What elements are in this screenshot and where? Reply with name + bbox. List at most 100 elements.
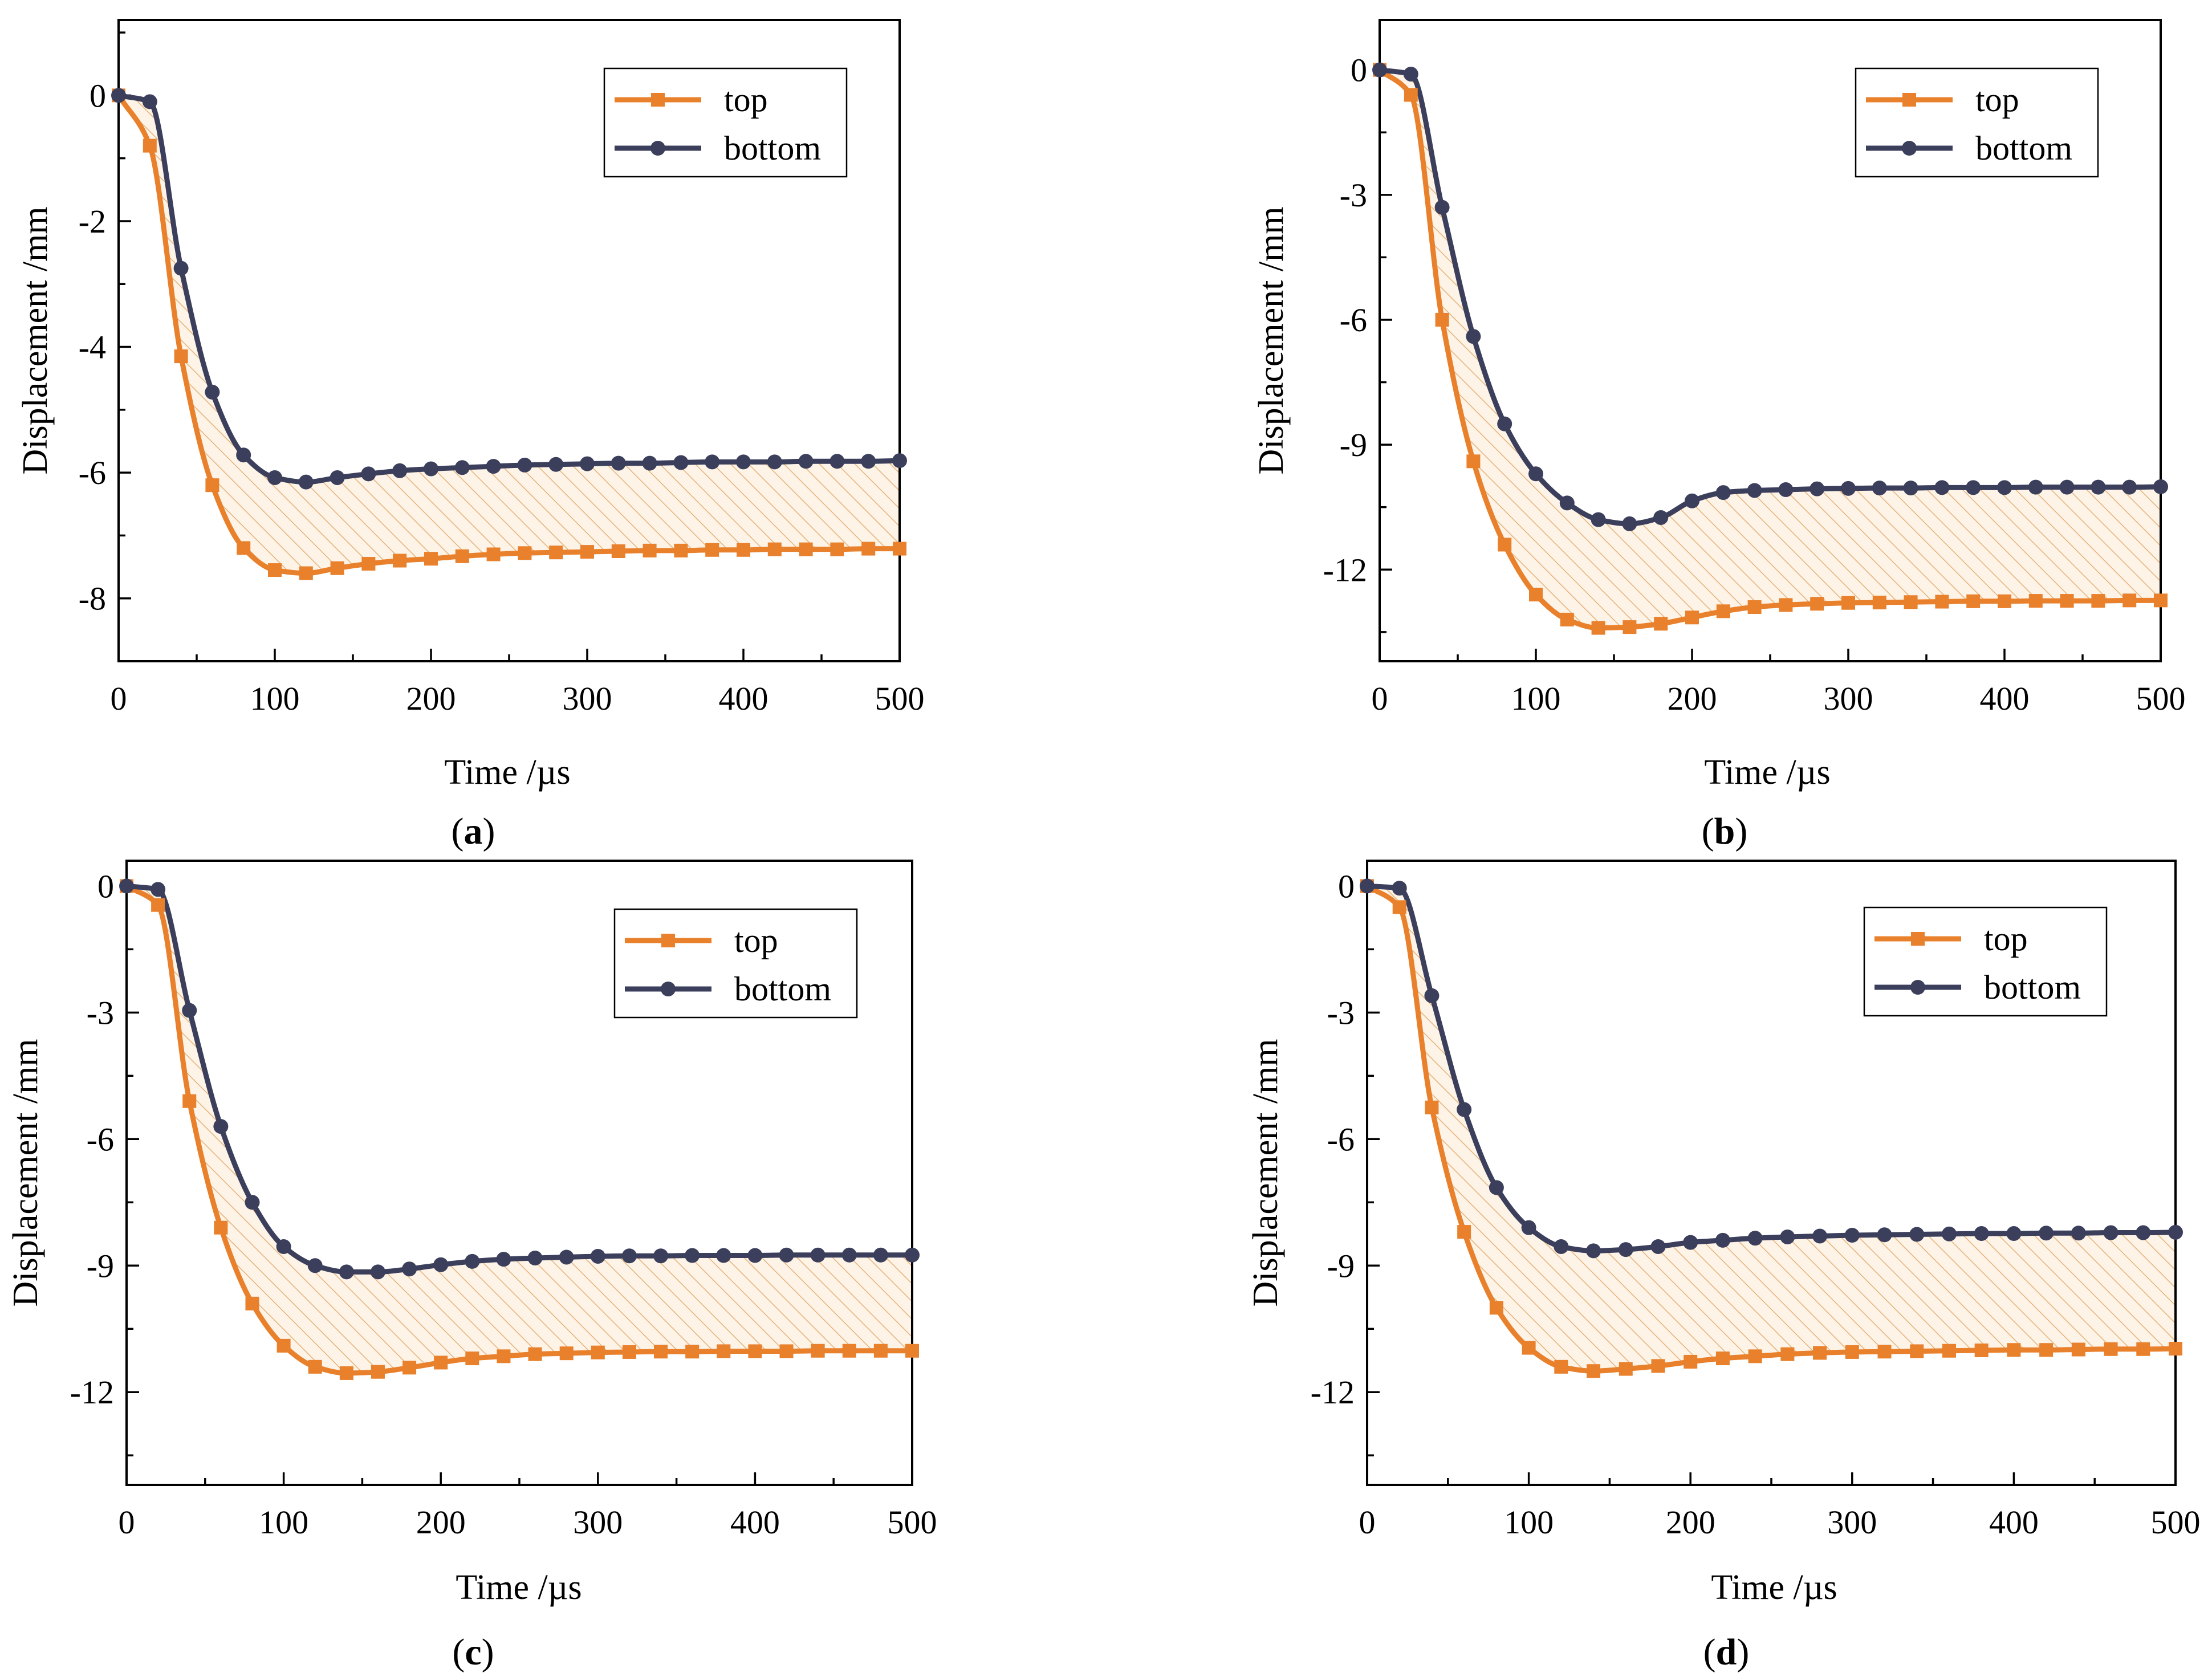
data-point-bottom <box>1747 483 1762 498</box>
legend-label-top: top <box>1984 920 2028 958</box>
data-point-bottom <box>1392 881 1407 896</box>
data-point-bottom <box>810 1247 826 1263</box>
data-point-bottom <box>1934 480 1950 495</box>
data-point-top <box>214 1220 228 1235</box>
x-tick-label: 500 <box>875 680 925 717</box>
data-point-bottom <box>173 260 189 276</box>
data-point-top <box>1747 600 1762 614</box>
data-point-bottom <box>905 1247 920 1263</box>
data-point-bottom <box>2028 479 2043 495</box>
data-point-bottom <box>611 455 626 471</box>
data-point-top <box>455 549 469 563</box>
data-point-top <box>2007 1343 2021 1357</box>
data-point-bottom <box>267 470 282 485</box>
caption-letter: c <box>465 1631 481 1673</box>
data-point-top <box>205 478 219 492</box>
data-point-top <box>737 543 750 557</box>
data-point-bottom <box>465 1253 480 1269</box>
data-point-bottom <box>119 878 134 894</box>
caption-close: ) <box>482 1631 494 1673</box>
data-point-bottom <box>841 1247 857 1263</box>
hatched-region <box>119 95 900 573</box>
x-tick-label: 500 <box>2136 680 2186 717</box>
data-point-top <box>2122 593 2137 608</box>
data-point-top <box>1845 1345 1859 1359</box>
caption-letter: d <box>1716 1631 1737 1673</box>
y-tick-label: 0 <box>90 77 106 114</box>
x-tick-label: 200 <box>416 1504 466 1541</box>
legend-label-bottom: bottom <box>724 129 821 167</box>
data-point-top <box>2071 1342 2085 1357</box>
data-point-bottom <box>392 463 408 478</box>
data-point-bottom <box>559 1249 574 1265</box>
data-point-top <box>1554 1359 1568 1374</box>
data-point-bottom <box>2059 479 2075 495</box>
y-tick-label: -2 <box>79 203 106 240</box>
panel-caption: (b) <box>1702 811 1748 852</box>
y-tick-label: 0 <box>1351 52 1367 89</box>
data-point-bottom <box>1591 512 1606 527</box>
data-point-top <box>2039 1343 2054 1357</box>
data-point-bottom <box>307 1258 323 1273</box>
data-point-bottom <box>213 1119 229 1134</box>
x-tick-label: 0 <box>1372 680 1388 717</box>
data-point-top <box>330 561 344 575</box>
data-point-top <box>873 1344 888 1358</box>
data-point-top <box>465 1352 479 1366</box>
data-point-bottom <box>424 461 438 477</box>
data-point-top <box>371 1365 385 1379</box>
y-tick-label: -12 <box>1323 551 1367 588</box>
data-point-top <box>1872 595 1886 609</box>
data-point-top <box>1998 594 2011 608</box>
x-tick-label: 400 <box>719 680 768 717</box>
data-point-bottom <box>2122 479 2137 495</box>
data-point-top <box>434 1356 448 1370</box>
data-point-bottom <box>1909 1227 1925 1242</box>
data-point-top <box>2091 594 2105 608</box>
data-point-bottom <box>245 1195 260 1210</box>
legend-label-top: top <box>724 81 768 119</box>
data-point-top <box>674 543 688 557</box>
legend-box <box>1863 906 2108 1017</box>
data-point-top <box>799 542 813 556</box>
data-point-top <box>1841 596 1855 610</box>
data-point-top <box>1654 617 1668 631</box>
data-point-top <box>767 542 782 556</box>
legend-label-top: top <box>734 922 778 959</box>
data-point-bottom <box>298 474 314 490</box>
legend-marker-top <box>661 934 675 947</box>
x-tick-label: 0 <box>1359 1504 1376 1541</box>
data-point-bottom <box>151 882 166 897</box>
legend: top bottom <box>1863 906 2108 1017</box>
data-point-bottom <box>642 455 657 471</box>
panel-caption: (a) <box>452 811 495 852</box>
data-point-top <box>151 898 165 912</box>
legend-marker-bottom <box>1910 980 1925 995</box>
data-point-bottom <box>1403 66 1418 82</box>
data-point-top <box>402 1361 417 1375</box>
data-point-top <box>748 1344 762 1358</box>
data-point-top <box>1560 612 1574 626</box>
caption-letter: a <box>464 811 483 852</box>
data-point-top <box>1684 1354 1698 1369</box>
data-point-bottom <box>580 456 595 471</box>
y-tick-label: -3 <box>1340 177 1367 214</box>
data-point-bottom <box>2039 1226 2054 1241</box>
data-point-top <box>893 542 906 556</box>
x-tick-label: 100 <box>1511 680 1561 717</box>
data-point-top <box>1651 1359 1665 1373</box>
data-point-top <box>1904 595 1918 609</box>
data-point-top <box>268 563 282 577</box>
data-point-top <box>705 543 719 557</box>
data-point-bottom <box>330 470 345 485</box>
data-point-bottom <box>1528 466 1543 482</box>
x-tick-label: 200 <box>1668 680 1717 717</box>
x-tick-label: 300 <box>1824 680 1873 717</box>
x-tick-label: 300 <box>563 680 612 717</box>
data-point-bottom <box>1974 1226 1989 1241</box>
data-point-top <box>1748 1349 1762 1363</box>
data-point-top <box>1974 1343 1989 1357</box>
y-tick-label: 0 <box>1338 868 1355 905</box>
data-point-top <box>1623 620 1637 634</box>
